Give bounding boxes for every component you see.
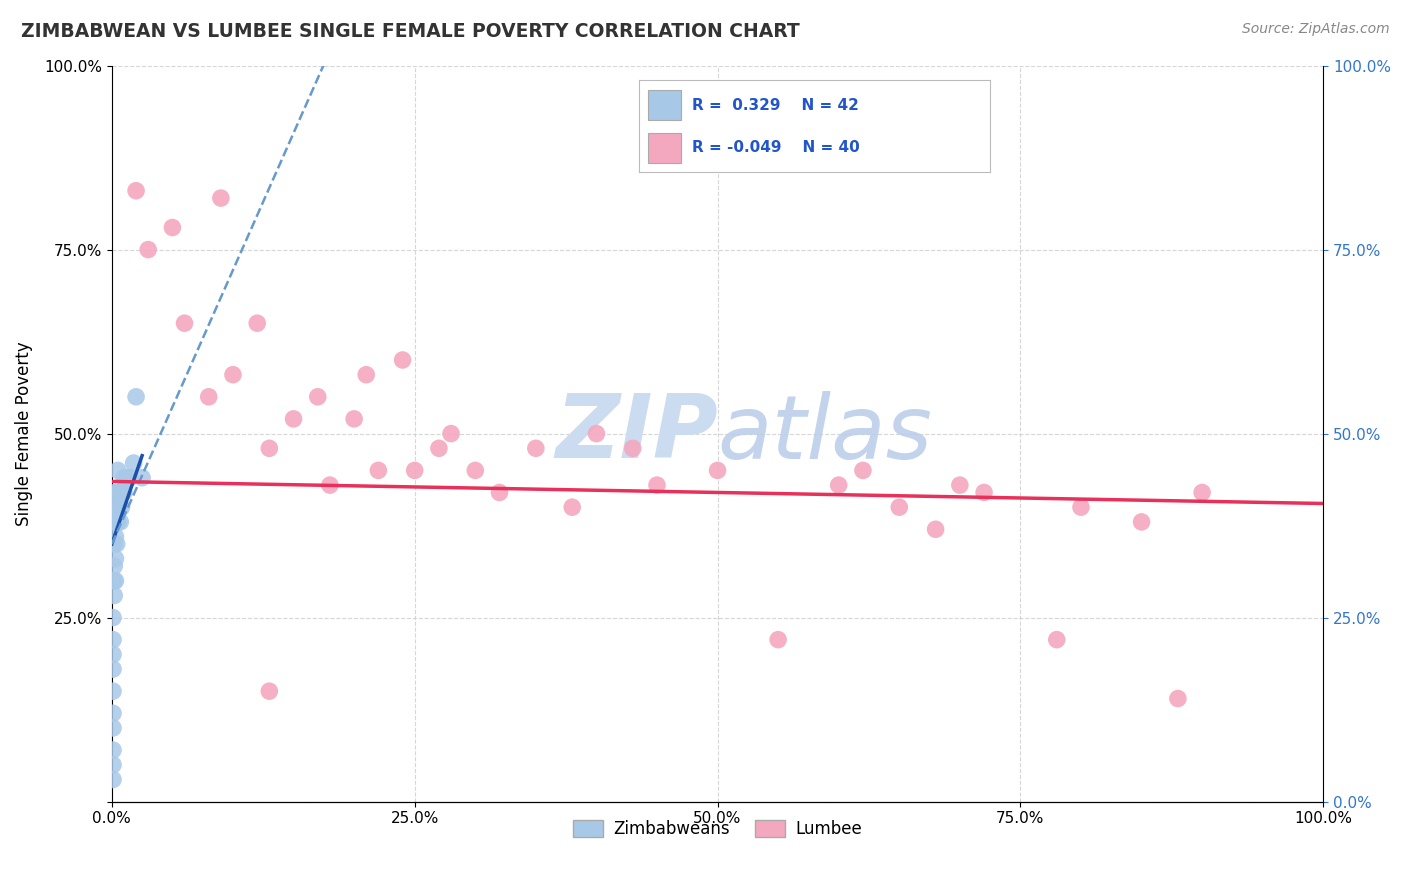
Point [645, 478, 668, 492]
Point [112, 471, 135, 485]
Text: atlas: atlas [717, 391, 932, 476]
Y-axis label: Single Female Poverty: Single Female Poverty [15, 342, 32, 526]
Point [103, 500, 125, 515]
Point [103, 574, 125, 588]
Point [118, 471, 141, 485]
Point [828, 478, 851, 492]
Point [101, 772, 124, 787]
Point [162, 220, 184, 235]
Point [107, 515, 129, 529]
Text: Source: ZipAtlas.com: Source: ZipAtlas.com [1241, 22, 1389, 37]
Point [125, 390, 148, 404]
Point [101, 684, 124, 698]
Point [108, 500, 131, 515]
Point [101, 721, 124, 735]
Point [307, 390, 329, 404]
Point [259, 442, 281, 456]
Point [524, 442, 547, 456]
Point [101, 706, 124, 721]
Point [852, 463, 875, 477]
Point [112, 485, 135, 500]
Point [103, 559, 125, 574]
Point [209, 191, 232, 205]
Point [104, 574, 127, 588]
Point [136, 243, 159, 257]
Point [404, 463, 426, 477]
Point [107, 485, 129, 500]
Point [283, 412, 305, 426]
Point [488, 485, 510, 500]
Point [101, 757, 124, 772]
Point [107, 463, 129, 477]
Point [246, 316, 269, 330]
Point [105, 500, 128, 515]
Point [108, 485, 131, 500]
Point [585, 426, 607, 441]
Point [924, 522, 946, 536]
Point [1167, 691, 1189, 706]
Point [122, 456, 145, 470]
Point [889, 500, 911, 515]
Point [115, 471, 138, 485]
Point [343, 412, 366, 426]
Point [766, 632, 789, 647]
Point [1070, 500, 1092, 515]
Point [173, 316, 195, 330]
Point [101, 610, 124, 624]
Point [103, 537, 125, 551]
Point [259, 684, 281, 698]
Point [101, 648, 124, 662]
Text: ZIMBABWEAN VS LUMBEE SINGLE FEMALE POVERTY CORRELATION CHART: ZIMBABWEAN VS LUMBEE SINGLE FEMALE POVER… [21, 22, 800, 41]
Point [101, 632, 124, 647]
Point [104, 500, 127, 515]
Point [1046, 632, 1069, 647]
Point [107, 500, 129, 515]
Point [354, 368, 377, 382]
Point [319, 478, 342, 492]
Point [125, 184, 148, 198]
Point [105, 515, 128, 529]
Point [427, 442, 450, 456]
Legend: Zimbabweans, Lumbee: Zimbabweans, Lumbee [567, 814, 869, 845]
Point [367, 463, 389, 477]
Point [105, 537, 128, 551]
Point [464, 463, 486, 477]
Point [973, 485, 995, 500]
Point [104, 551, 127, 566]
Point [110, 500, 132, 515]
Point [222, 368, 245, 382]
Text: ZIP: ZIP [555, 390, 717, 477]
Point [101, 662, 124, 676]
Point [1130, 515, 1153, 529]
Point [561, 500, 583, 515]
Point [110, 515, 132, 529]
Point [706, 463, 728, 477]
Point [104, 515, 127, 529]
Point [111, 485, 134, 500]
Point [103, 515, 125, 529]
Point [197, 390, 219, 404]
Point [104, 530, 127, 544]
Point [391, 353, 413, 368]
Point [621, 442, 644, 456]
Point [110, 485, 132, 500]
Point [440, 426, 463, 441]
Point [949, 478, 972, 492]
Point [103, 485, 125, 500]
Point [101, 743, 124, 757]
Point [131, 471, 153, 485]
Point [103, 589, 125, 603]
Point [1191, 485, 1213, 500]
